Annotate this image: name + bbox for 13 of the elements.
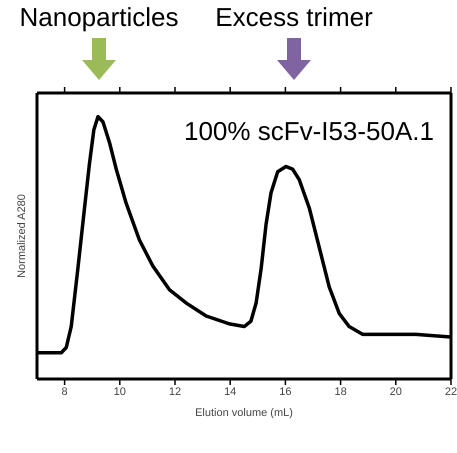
text: Nanoparticles bbox=[18, 2, 180, 33]
x-tick-label: 8 bbox=[62, 386, 68, 398]
x-tick-label: 22 bbox=[444, 386, 457, 398]
y-axis-title: Normalized A280 bbox=[16, 194, 28, 278]
x-tick-label: 18 bbox=[334, 386, 347, 398]
text: Excess trimer bbox=[214, 2, 374, 33]
x-tick-label: 12 bbox=[168, 386, 182, 398]
x-tick-label: 20 bbox=[390, 386, 402, 398]
annotation: 100% scFv-I53-50A.1 bbox=[184, 115, 434, 148]
x-tick-label: 16 bbox=[279, 386, 292, 398]
x-axis-title: Elution volume (mL) bbox=[195, 407, 293, 419]
x-tick-label: 14 bbox=[224, 386, 236, 398]
x-tick-label: 10 bbox=[114, 386, 126, 398]
